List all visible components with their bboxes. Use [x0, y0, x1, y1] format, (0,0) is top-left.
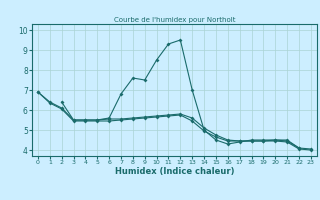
X-axis label: Humidex (Indice chaleur): Humidex (Indice chaleur) — [115, 167, 234, 176]
Title: Courbe de l'humidex pour Northolt: Courbe de l'humidex pour Northolt — [114, 17, 235, 23]
